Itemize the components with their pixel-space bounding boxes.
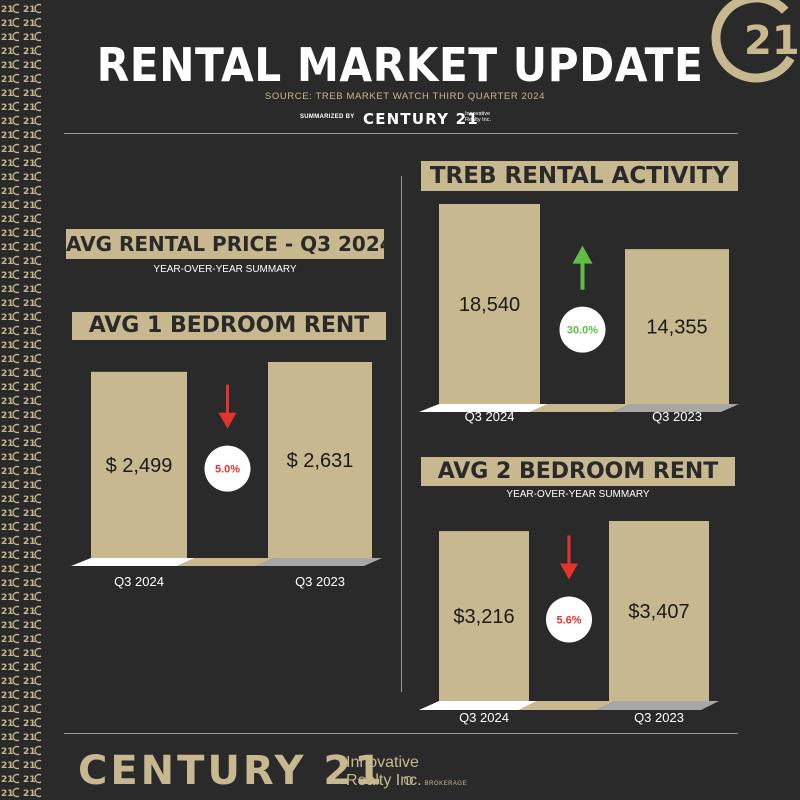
treb-activity-banner: TREB RENTAL ACTIVITY	[421, 161, 738, 191]
two_bed-svg: $3,216 Q3 2024 $3,407 Q3 2023 5.6%	[419, 521, 719, 725]
registered-icon	[404, 776, 413, 785]
floor-base-3	[256, 558, 382, 566]
bar-value-label: $ 2,631	[287, 450, 354, 472]
category-label: Q3 2024	[465, 409, 515, 424]
bar-q3-2023	[609, 521, 709, 701]
change-percent-label: 30.0%	[567, 325, 598, 337]
source-note: SOURCE: TREB MARKET WATCH THIRD QUARTER …	[264, 91, 546, 102]
bar-value-label: $3,407	[628, 601, 689, 623]
footer-brand-name: CENTURY 21	[78, 748, 386, 794]
floor-base-2	[519, 701, 615, 710]
avg-rental-price-caption: YEAR-OVER-YEAR SUMMARY	[153, 264, 297, 275]
bar-q3-2024	[91, 371, 187, 558]
floor-base-2	[177, 558, 274, 566]
one-bed-banner: AVG 1 BEDROOM RENT	[72, 312, 386, 340]
floor-base-1	[419, 701, 537, 710]
bar-q3-2023	[625, 249, 729, 404]
bar-value-label: $3,216	[453, 606, 514, 628]
divider-top	[64, 133, 738, 134]
chart-two-bed: $3,216 Q3 2024 $3,407 Q3 2023 5.6%	[419, 512, 740, 727]
bar-value-label: $ 2,499	[106, 455, 173, 477]
summarized-brand-sub: Innovative Realty Inc.	[465, 111, 491, 123]
summarized-by: SUMMARIZED BY CENTURY 21 Innovative Realt…	[300, 110, 520, 128]
change-percent-label: 5.0%	[215, 464, 240, 476]
footer-brand-line2: Realty Inc. BROKERAGE	[346, 772, 468, 789]
arrow-down-icon	[218, 384, 237, 429]
summarized-by-label: SUMMARIZED BY	[300, 114, 355, 120]
change-badge	[204, 445, 251, 492]
century21-logo-icon: 21	[711, 0, 800, 83]
two-bed-banner: AVG 2 BEDROOM RENT	[421, 457, 735, 486]
change-badge	[546, 596, 592, 643]
two-bed-caption: YEAR-OVER-YEAR SUMMARY	[506, 489, 650, 500]
divider-bottom	[64, 733, 738, 734]
bar-value-label: 14,355	[646, 317, 707, 339]
floor-base-2	[530, 404, 631, 412]
arrow-up-icon	[572, 245, 593, 290]
page-title: RENTAL MARKET UPDATE	[96, 38, 704, 92]
floor-base-1	[419, 404, 548, 412]
change-percent-label: 5.6%	[556, 614, 581, 626]
arrow-down-icon	[560, 535, 578, 580]
bar-value-label: 18,540	[459, 294, 520, 316]
divider-vertical	[401, 176, 402, 692]
footer-brand-line1: Innovative	[346, 754, 419, 771]
chart-one-bed: $ 2,499 Q3 2024 $ 2,631 Q3 2023 5.0%	[40, 352, 390, 600]
summarized-brand: CENTURY 21	[363, 110, 479, 128]
treb_activity-svg: 18,540 Q3 2024 14,355 Q3 2023 30.0%	[419, 204, 739, 424]
category-label: Q3 2023	[634, 710, 684, 725]
footer-brand: CENTURY 21 Innovative Realty Inc. BROKERA…	[78, 748, 498, 794]
bar-q3-2024	[439, 531, 529, 701]
change-badge	[559, 306, 606, 353]
floor-base-1	[71, 558, 195, 566]
one_bed-svg: $ 2,499 Q3 2024 $ 2,631 Q3 2023 5.0%	[71, 362, 382, 589]
floor-base-3	[597, 701, 719, 710]
bar-q3-2024	[439, 204, 540, 404]
category-label: Q3 2024	[459, 710, 509, 725]
side-pattern: 21	[0, 0, 44, 800]
category-label: Q3 2024	[114, 574, 164, 589]
svg-text:21: 21	[744, 18, 800, 64]
bar-q3-2023	[268, 362, 372, 558]
avg-rental-price-banner: AVG RENTAL PRICE - Q3 2024	[66, 229, 394, 259]
category-label: Q3 2023	[652, 409, 702, 424]
floor-base-3	[613, 404, 739, 412]
category-label: Q3 2023	[295, 574, 345, 589]
chart-treb-activity: 18,540 Q3 2024 14,355 Q3 2023 30.0%	[419, 198, 740, 434]
